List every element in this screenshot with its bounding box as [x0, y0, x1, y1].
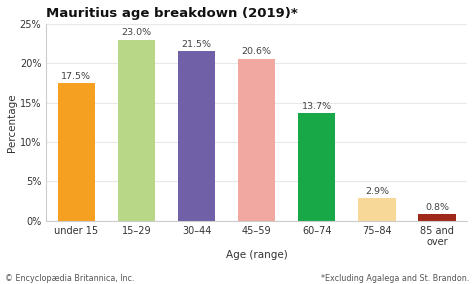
Text: *Excluding Agalega and St. Brandon.: *Excluding Agalega and St. Brandon. [321, 273, 469, 283]
X-axis label: Age (range): Age (range) [226, 250, 288, 260]
Y-axis label: Percentage: Percentage [7, 93, 17, 152]
Bar [118, 40, 155, 221]
Text: 0.8%: 0.8% [425, 203, 449, 212]
Text: 13.7%: 13.7% [301, 101, 332, 110]
Text: 20.6%: 20.6% [242, 47, 272, 56]
Text: 2.9%: 2.9% [365, 187, 389, 196]
Text: Mauritius age breakdown (2019)*: Mauritius age breakdown (2019)* [46, 7, 298, 20]
Text: 21.5%: 21.5% [182, 40, 211, 49]
Bar [419, 214, 456, 221]
Bar [178, 51, 215, 221]
Text: 23.0%: 23.0% [121, 28, 152, 37]
Bar [298, 113, 336, 221]
Bar [238, 59, 275, 221]
Text: © Encyclopædia Britannica, Inc.: © Encyclopædia Britannica, Inc. [5, 273, 134, 283]
Bar [358, 198, 395, 221]
Bar [58, 83, 95, 221]
Text: 17.5%: 17.5% [61, 72, 91, 81]
